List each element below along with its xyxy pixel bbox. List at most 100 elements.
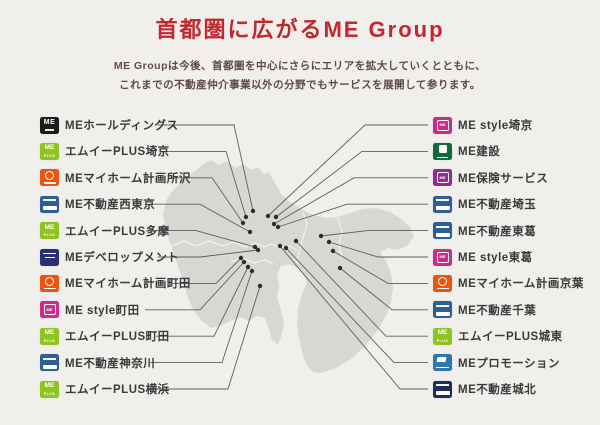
promotion-logo-icon xyxy=(433,354,452,372)
prefecture-border xyxy=(296,211,308,264)
plus-logo-icon xyxy=(40,327,59,345)
connector-line xyxy=(332,250,428,284)
style-logo-icon xyxy=(433,116,452,134)
connector-line xyxy=(339,267,428,311)
company-name: ME不動産西東京 xyxy=(65,199,156,212)
company-name: ME style町田 xyxy=(65,304,140,317)
holdings-logo-icon xyxy=(40,116,59,134)
company-name: MEデベロップメント xyxy=(65,252,180,264)
map-dot xyxy=(241,259,247,265)
map-dot xyxy=(247,229,253,235)
connector-line xyxy=(273,177,428,225)
company-item: MEマイホーム計画京葉 xyxy=(433,274,584,292)
map-dot xyxy=(255,247,261,253)
company-item: ME建設 xyxy=(433,142,500,160)
connector-line xyxy=(156,266,249,337)
company-name: エムイーPLUS多摩 xyxy=(65,225,170,238)
company-name: ME建設 xyxy=(458,146,501,159)
company-item: ME style埼京 xyxy=(433,116,533,134)
fudosan-logo-icon xyxy=(433,301,452,319)
map-dot xyxy=(283,245,289,251)
company-name: ME不動産千葉 xyxy=(458,304,537,317)
connector-line xyxy=(328,241,428,258)
company-item: MEマイホーム計画所沢 xyxy=(40,169,191,187)
johoku-logo-icon xyxy=(433,380,452,398)
connector-line xyxy=(295,240,428,337)
fudosan-logo-icon xyxy=(433,222,452,240)
map-dot xyxy=(326,239,332,245)
map-dot xyxy=(245,264,251,270)
connector-line xyxy=(172,177,244,224)
connector-line xyxy=(162,150,247,218)
company-item: ME不動産埼玉 xyxy=(433,195,536,213)
company-name: エムイーPLUS埼京 xyxy=(65,146,170,159)
map-dot xyxy=(240,220,246,226)
connector-line xyxy=(285,247,428,364)
page-title: 首都圏に広がるME Group xyxy=(155,17,445,42)
company-name: MEマイホーム計画町田 xyxy=(65,278,191,291)
map-dot xyxy=(273,214,279,220)
company-item: エムイーPLUS埼京 xyxy=(40,142,170,160)
connector-line xyxy=(277,203,428,228)
map-dot xyxy=(250,208,256,214)
map-dot xyxy=(265,213,271,219)
map-dot xyxy=(252,244,258,250)
map-landmass xyxy=(163,160,414,373)
company-item: ME不動産神奈川 xyxy=(40,354,155,372)
company-item: エムイーPLUS多摩 xyxy=(40,222,170,240)
connector-line xyxy=(158,124,254,212)
connector-line xyxy=(156,230,256,248)
connector-line xyxy=(267,124,428,217)
map-dot xyxy=(277,243,283,249)
map-dot xyxy=(275,224,281,230)
company-name: ME保険サービス xyxy=(458,172,549,185)
map-dot xyxy=(249,268,255,274)
myhome-logo-icon xyxy=(433,274,452,292)
company-name: ME不動産東葛 xyxy=(458,225,537,238)
plus-logo-icon xyxy=(40,142,59,160)
connector-line xyxy=(145,261,245,311)
company-name: エムイーPLUS城東 xyxy=(458,331,563,344)
company-name: MEホールディングス xyxy=(65,120,179,132)
company-name: ME不動産埼玉 xyxy=(458,199,537,212)
develop-logo-icon xyxy=(40,248,59,266)
company-name: ME style東葛 xyxy=(458,252,533,264)
myhome-logo-icon xyxy=(40,274,59,292)
prefecture-border xyxy=(230,257,274,265)
company-name: エムイーPLUS町田 xyxy=(65,331,170,344)
plus-logo-icon xyxy=(40,222,59,240)
map-dot xyxy=(318,233,324,239)
fudosan-logo-icon xyxy=(40,354,59,372)
connector-line xyxy=(172,257,242,284)
connector-line xyxy=(158,249,259,258)
connector-line xyxy=(275,150,428,218)
subtitle-line-2: これまでの不動産仲介事業以外の分野でもサービスを展開して参ります。 xyxy=(119,79,481,91)
map-dot xyxy=(243,214,249,220)
company-name: ME不動産神奈川 xyxy=(65,357,156,370)
map-dot xyxy=(238,255,244,261)
company-item: エムイーPLUS町田 xyxy=(40,327,170,345)
company-name: ME style埼京 xyxy=(458,120,533,132)
map-dot xyxy=(293,238,299,244)
company-name: MEプロモーション xyxy=(458,357,561,370)
company-item: ME style町田 xyxy=(40,301,140,319)
prefecture-border xyxy=(337,217,343,259)
company-name: ME不動産城北 xyxy=(458,384,537,396)
plus-logo-icon xyxy=(433,327,452,345)
company-item: ME保険サービス xyxy=(433,169,548,187)
fudosan-logo-icon xyxy=(433,195,452,213)
connector-line xyxy=(320,230,428,237)
fudosan-logo-icon xyxy=(40,195,59,213)
plus-logo-icon xyxy=(40,380,59,398)
connector-line xyxy=(156,285,261,390)
company-item: MEプロモーション xyxy=(433,354,560,372)
company-item: MEホールディングス xyxy=(40,116,178,134)
subtitle-line-1: ME Groupは今後、首都圏を中心にさらにエリアを拡大していくとともに、 xyxy=(113,60,487,72)
style-logo-icon xyxy=(40,301,59,319)
myhome-logo-icon xyxy=(40,169,59,187)
company-item: MEデベロップメント xyxy=(40,248,179,266)
style-logo-icon xyxy=(433,248,452,266)
company-item: ME style東葛 xyxy=(433,248,533,266)
